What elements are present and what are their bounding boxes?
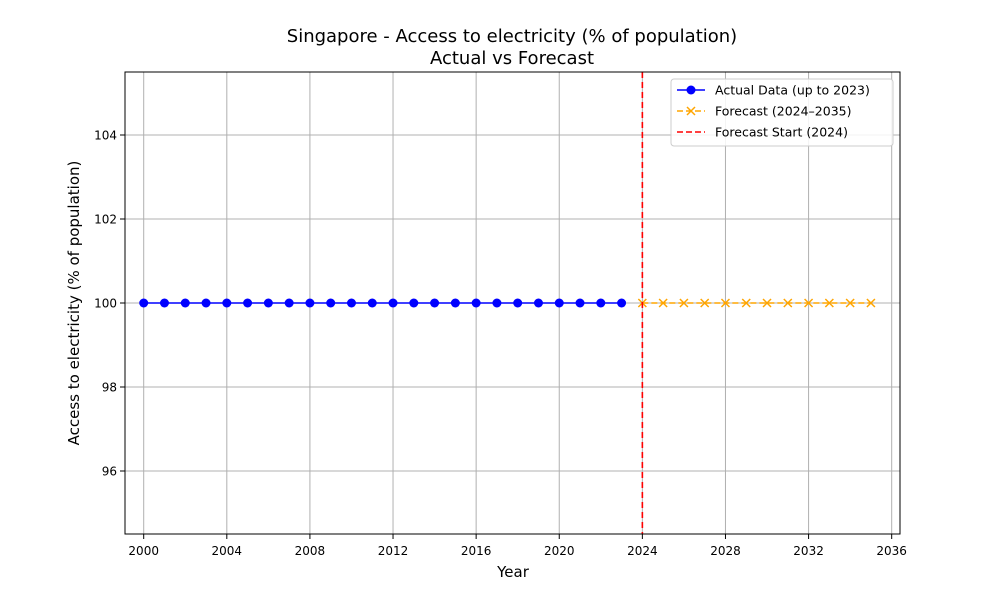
chart-title: Singapore - Access to electricity (% of … [287, 26, 737, 47]
x-tick-label: 2032 [793, 544, 824, 558]
series-1-point [367, 298, 377, 308]
series-2-point [845, 298, 855, 308]
series-1-point [409, 298, 419, 308]
series-1-point [430, 298, 440, 308]
x-tick-label: 2008 [295, 544, 326, 558]
y-tick-label: 104 [94, 129, 117, 143]
series-1-point [263, 298, 273, 308]
x-tick-label: 2012 [378, 544, 409, 558]
series-1-point [222, 298, 232, 308]
y-tick-label: 98 [102, 381, 117, 395]
chart-subtitle: Actual vs Forecast [430, 48, 594, 69]
series-2-point [762, 298, 772, 308]
series-2-point [741, 298, 751, 308]
x-tick-label: 2020 [544, 544, 575, 558]
legend-label: Forecast (2024–2035) [715, 104, 852, 119]
x-axis: 2000 2004 2008 2012 2016 2020 2024 2028 2032 2036 [128, 534, 907, 558]
legend-marker [686, 85, 696, 95]
series-1-point [533, 298, 543, 308]
y-tick-label: 100 [94, 297, 117, 311]
x-axis-label: Year [496, 563, 530, 581]
y-axis: 96 98 100 102 104 [94, 129, 125, 479]
x-tick-label: 2004 [212, 544, 243, 558]
legend-marker [686, 106, 696, 116]
series-1-point [450, 298, 460, 308]
series-1-point [596, 298, 606, 308]
series-1-point [180, 298, 190, 308]
x-tick-label: 2000 [128, 544, 159, 558]
series-1-point [617, 298, 627, 308]
series-1-point [326, 298, 336, 308]
x-tick-label: 2028 [710, 544, 741, 558]
series-2-point [866, 298, 876, 308]
legend-label: Actual Data (up to 2023) [715, 83, 870, 98]
series-1-point [159, 298, 169, 308]
legend-label: Forecast Start (2024) [715, 125, 848, 140]
y-axis-label: Access to electricity (% of population) [65, 161, 83, 446]
series-1-point [139, 298, 149, 308]
x-tick-label: 2036 [876, 544, 907, 558]
series-1-point [471, 298, 481, 308]
series-1-point [513, 298, 523, 308]
series-1-point [201, 298, 211, 308]
series-1-point [346, 298, 356, 308]
y-tick-label: 96 [102, 465, 117, 479]
series-2-point [679, 298, 689, 308]
legend-box [670, 78, 894, 147]
plot-area [139, 72, 876, 534]
series-2-point [824, 298, 834, 308]
x-tick-label: 2016 [461, 544, 492, 558]
series-1-point [305, 298, 315, 308]
series-2-point [720, 298, 730, 308]
series-2-point [658, 298, 668, 308]
series-1-point [492, 298, 502, 308]
series-1-point [243, 298, 253, 308]
legend: Actual Data (up to 2023) Forecast (2024–2… [670, 78, 894, 147]
series-1-point [284, 298, 294, 308]
series-1-point [388, 298, 398, 308]
series-2-point [783, 298, 793, 308]
series-2-point [804, 298, 814, 308]
y-tick-label: 102 [94, 213, 117, 227]
series-2-point [700, 298, 710, 308]
x-tick-label: 2024 [627, 544, 658, 558]
series-1-point [575, 298, 585, 308]
series-1-point [554, 298, 564, 308]
